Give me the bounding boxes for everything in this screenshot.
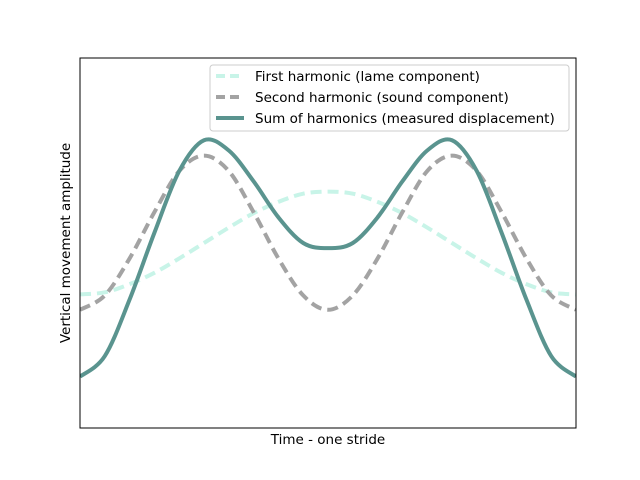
x-axis-label: Time - one stride — [270, 432, 385, 448]
series-line-1 — [80, 189, 576, 297]
plot-area — [80, 137, 576, 379]
legend-frame — [209, 64, 570, 132]
legend-label-2: Second harmonic (sound component) — [255, 90, 509, 106]
series-line-3 — [80, 137, 576, 379]
series-line-2 — [80, 153, 576, 312]
legend: First harmonic (lame component) Second ha… — [209, 64, 570, 132]
plot-frame — [79, 57, 577, 429]
legend-label-3: Sum of harmonics (measured displacement) — [255, 111, 555, 127]
y-axis-label: Vertical movement amplitude — [58, 143, 74, 343]
legend-label-1: First harmonic (lame component) — [255, 69, 480, 85]
